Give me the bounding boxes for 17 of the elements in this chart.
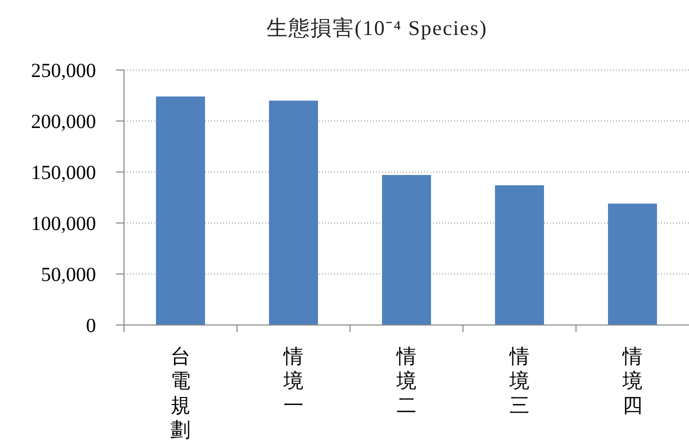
y-tick-label: 0: [86, 315, 96, 338]
y-tick-label: 200,000: [31, 111, 96, 134]
bar: [382, 175, 431, 325]
y-tick-label: 250,000: [31, 60, 96, 82]
bar: [156, 96, 205, 325]
y-tick-label: 50,000: [41, 264, 96, 286]
bar: [269, 100, 318, 325]
x-tick-label: 台電規劃: [170, 346, 190, 442]
y-tick-label: 100,000: [31, 213, 96, 236]
bar: [495, 185, 544, 325]
x-tick-label: 情境三: [508, 346, 530, 417]
y-tick-label: 150,000: [31, 162, 96, 184]
x-tick-label: 情境四: [622, 346, 642, 417]
chart-title: 生態損害(10⁻⁴ Species): [266, 15, 488, 42]
bar: [608, 204, 657, 325]
x-tick-label: 情境一: [282, 346, 304, 417]
x-tick-label: 情境二: [396, 346, 416, 417]
